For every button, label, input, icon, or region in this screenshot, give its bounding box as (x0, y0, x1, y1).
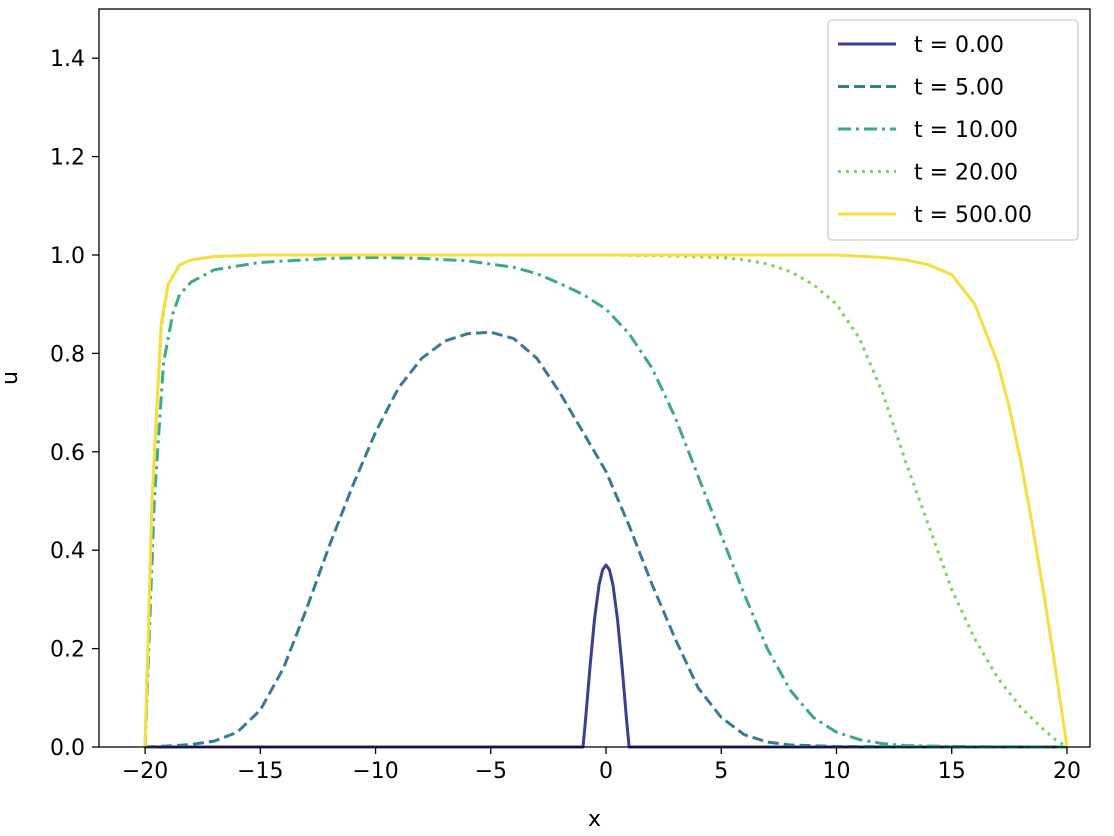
x-tick-label: −15 (237, 759, 283, 784)
x-axis-label: x (588, 807, 601, 832)
series-line-0 (145, 563, 1067, 749)
x-tick-label: −20 (122, 759, 168, 784)
x-tick-label: −5 (475, 759, 507, 784)
x-axis: −20 −15 −10 −5 0 5 10 15 20 (122, 747, 1081, 784)
legend-label-3: t = 20.00 (914, 161, 1018, 186)
legend-label-2: t = 10.00 (914, 118, 1018, 143)
legend-label-4: t = 500.00 (914, 203, 1032, 228)
x-tick-label: 10 (822, 759, 850, 784)
series-line-1 (145, 330, 1067, 749)
y-tick-label: 0.4 (50, 539, 85, 564)
series-line-4 (143, 253, 1069, 748)
x-tick-label: 5 (714, 759, 728, 784)
x-tick-label: 0 (599, 759, 613, 784)
series-line-3 (143, 253, 1068, 749)
x-tick-label: 20 (1053, 759, 1081, 784)
y-tick-label: 0.2 (50, 638, 85, 663)
plot-area-frame (98, 8, 1091, 748)
y-tick-label: 1.0 (50, 244, 85, 269)
y-tick-label: 0.6 (50, 441, 85, 466)
series-lines (143, 253, 1069, 749)
y-tick-label: 1.4 (50, 47, 85, 72)
legend-label-1: t = 5.00 (914, 76, 1004, 101)
y-axis-label: u (0, 371, 23, 385)
legend: t = 0.00 t = 5.00 t = 10.00 t = 20.00 t = 50… (827, 19, 1079, 241)
series-line-2 (143, 256, 1068, 749)
x-tick-label: 15 (938, 759, 966, 784)
y-tick-label: 1.2 (50, 146, 85, 171)
y-tick-label: 0.0 (50, 736, 85, 761)
x-tick-label: −10 (352, 759, 398, 784)
legend-box (827, 19, 1079, 241)
y-tick-label: 0.8 (50, 342, 85, 367)
y-axis: 0.0 0.2 0.4 0.6 0.8 1.0 1.2 1.4 (50, 47, 99, 761)
legend-label-0: t = 0.00 (914, 33, 1004, 58)
